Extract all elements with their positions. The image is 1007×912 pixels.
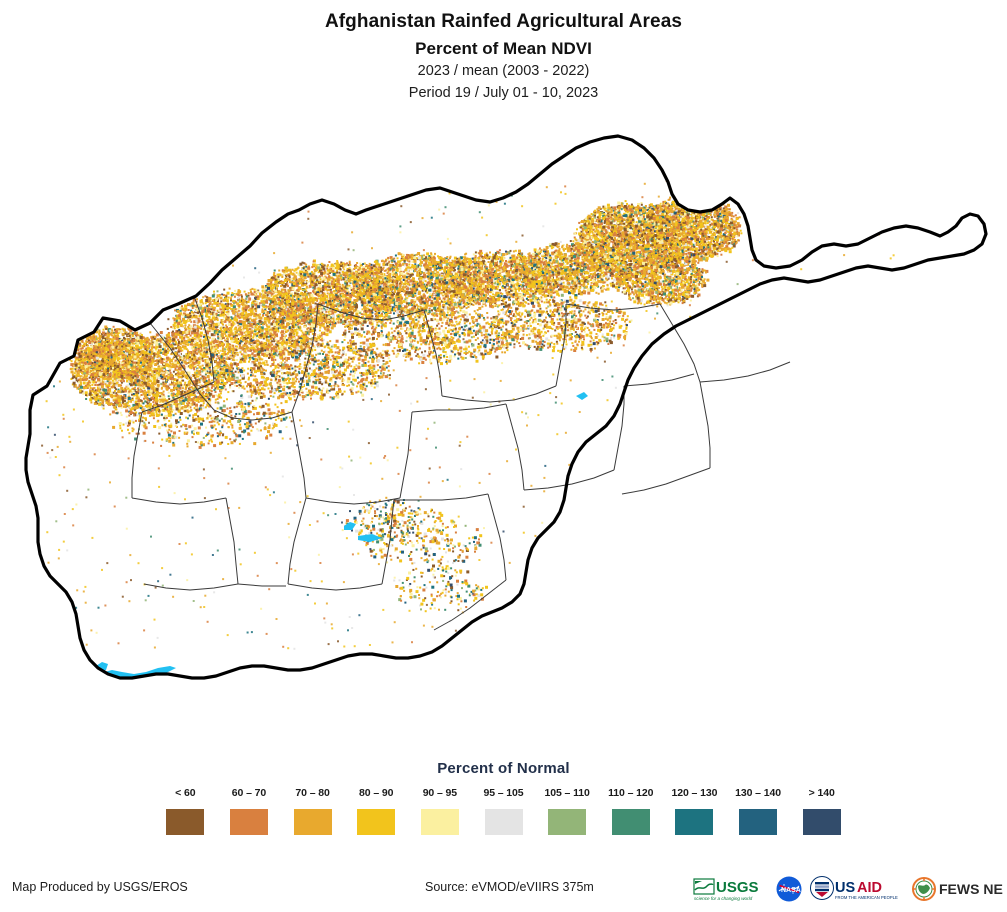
national-boundary — [24, 134, 988, 680]
legend-classes: < 60 60 – 70 70 – 80 80 – 90 90 – 95 95 – 105… — [154, 787, 854, 847]
map-canvas — [0, 118, 1007, 748]
afghanistan-map — [24, 134, 988, 680]
legend-color-swatch — [547, 808, 588, 836]
page-subtitle: Percent of Mean NDVI — [0, 39, 1007, 59]
data-source: Source: eVMOD/eVIIRS 375m — [425, 880, 594, 894]
legend: Percent of Normal < 60 60 – 70 70 – 80 80 –… — [0, 760, 1007, 847]
legend-color-swatch — [801, 808, 842, 836]
legend-class: 130 – 140 — [726, 787, 790, 836]
legend-title: Percent of Normal — [0, 760, 1007, 777]
legend-color-swatch — [356, 808, 397, 836]
legend-class: 105 – 110 — [535, 787, 599, 836]
legend-color-swatch — [165, 808, 206, 836]
legend-class-label: 95 – 105 — [472, 787, 536, 799]
legend-class: 60 – 70 — [217, 787, 281, 836]
legend-color-swatch — [674, 808, 715, 836]
legend-class: 120 – 130 — [662, 787, 726, 836]
map-credit: Map Produced by USGS/EROS — [12, 880, 188, 894]
legend-class-label: 70 – 80 — [281, 787, 345, 799]
usgs-logo: USGS science for a changing world — [693, 876, 769, 902]
legend-color-swatch — [738, 808, 779, 836]
logo-bar: USGS science for a changing world NASA — [693, 869, 1003, 909]
legend-class: 80 – 90 — [344, 787, 408, 836]
legend-class: < 60 — [153, 787, 217, 836]
legend-color-swatch — [610, 808, 651, 836]
legend-class-label: 60 – 70 — [217, 787, 281, 799]
legend-class: 90 – 95 — [408, 787, 472, 836]
legend-class: 70 – 80 — [281, 787, 345, 836]
usaid-seal-icon — [810, 876, 834, 900]
legend-class: > 140 — [790, 787, 854, 836]
title-block: Afghanistan Rainfed Agricultural Areas P… — [0, 0, 1007, 101]
footer: Map Produced by USGS/EROS Source: eVMOD/… — [0, 866, 1007, 912]
legend-class-label: 105 – 110 — [535, 787, 599, 799]
fewsnet-logo: FEWS NET — [911, 875, 1003, 903]
page-title: Afghanistan Rainfed Agricultural Areas — [0, 11, 1007, 33]
legend-class-label: 110 – 120 — [599, 787, 663, 799]
ratio-description: 2023 / mean (2003 - 2022) — [0, 63, 1007, 79]
legend-class-label: 120 – 130 — [662, 787, 726, 799]
legend-class-label: 90 – 95 — [408, 787, 472, 799]
legend-class-label: 80 – 90 — [344, 787, 408, 799]
legend-class: 95 – 105 — [472, 787, 536, 836]
legend-color-swatch — [292, 808, 333, 836]
fewsnet-globe-icon — [912, 877, 936, 901]
legend-class-label: > 140 — [790, 787, 854, 799]
usgs-wave-icon — [693, 878, 715, 895]
province-boundaries — [131, 295, 791, 631]
legend-color-swatch — [419, 808, 460, 836]
legend-class-label: < 60 — [153, 787, 217, 799]
nasa-logo: NASA — [775, 875, 803, 903]
legend-color-swatch — [483, 808, 524, 836]
usaid-logo: US AID FROM THE AMERICAN PEOPLE — [809, 875, 905, 903]
legend-color-swatch — [228, 808, 269, 836]
legend-class-label: 130 – 140 — [726, 787, 790, 799]
legend-class: 110 – 120 — [599, 787, 663, 836]
period-description: Period 19 / July 01 - 10, 2023 — [0, 85, 1007, 101]
